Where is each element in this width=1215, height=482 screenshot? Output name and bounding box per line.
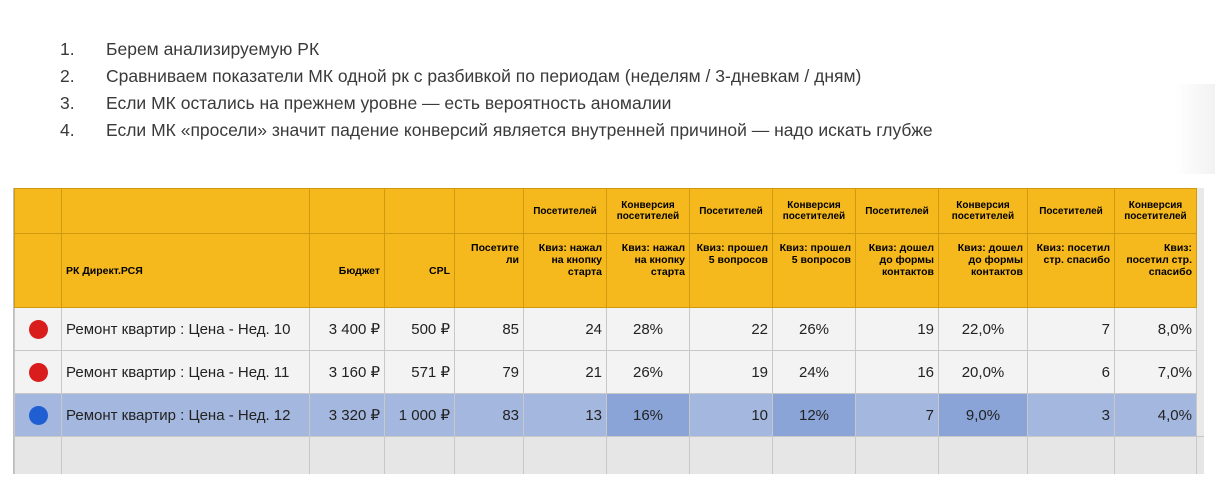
step-number: 1. (60, 39, 75, 59)
step-number: 3. (60, 93, 75, 113)
edge-shadow (1175, 84, 1215, 174)
quiz-five-conversion-cell[interactable]: 26% (772, 307, 856, 351)
group-header-empty (309, 188, 385, 234)
step-text: Сравниваем показатели МК одной рк с разб… (106, 66, 862, 86)
step-item: 1. Берем анализируемую РК (60, 36, 933, 63)
quiz-start-cell[interactable]: 21 (523, 350, 607, 394)
visitors-cell[interactable]: 83 (454, 393, 524, 437)
visitors-cell[interactable]: 79 (454, 350, 524, 394)
quiz-thanks-conversion-cell[interactable]: 4,0% (1114, 393, 1197, 437)
cpl-cell[interactable]: 1 000 ₽ (384, 393, 455, 437)
status-dot-icon (28, 362, 48, 382)
status-cell (14, 350, 62, 394)
campaign-name-cell[interactable]: Ремонт квартир : Цена - Нед. 10 (61, 307, 310, 351)
quiz-five-cell[interactable]: 19 (689, 350, 773, 394)
status-cell (14, 307, 62, 351)
table-row-selected[interactable]: Ремонт квартир : Цена - Нед. 12 3 320 ₽ … (14, 393, 1205, 437)
column-header-row: РК Директ.РСЯ Бюджет CPL Посетите ли Кви… (14, 233, 1205, 308)
quiz-start-cell[interactable]: 24 (523, 307, 607, 351)
group-header-row: Посетителей Конверсия посетителей Посети… (14, 188, 1205, 234)
group-header-visitors: Посетителей (523, 188, 607, 234)
column-header-budget[interactable]: Бюджет (309, 233, 385, 308)
table-row[interactable]: Ремонт квартир : Цена - Нед. 10 3 400 ₽ … (14, 307, 1205, 351)
column-header-visitors[interactable]: Посетите ли (454, 233, 524, 308)
campaign-name-cell[interactable]: Ремонт квартир : Цена - Нед. 12 (61, 393, 310, 437)
quiz-start-cell[interactable]: 13 (523, 393, 607, 437)
quiz-thanks-cell[interactable]: 7 (1027, 307, 1115, 351)
group-header-visitors: Посетителей (689, 188, 773, 234)
group-header-conversion: Конверсия посетителей (772, 188, 856, 234)
step-item: 2. Сравниваем показатели МК одной рк с ра… (60, 63, 933, 90)
status-dot-icon (28, 319, 48, 339)
column-header-campaign[interactable]: РК Директ.РСЯ (61, 233, 310, 308)
column-header-quiz-thanks[interactable]: Квиз: посетил стр. спасибо (1027, 233, 1115, 308)
step-text: Если МК остались на прежнем уровне — ест… (106, 93, 672, 113)
cpl-cell[interactable]: 571 ₽ (384, 350, 455, 394)
quiz-five-conversion-cell[interactable]: 12% (772, 393, 856, 437)
column-header-quiz-five-conversion[interactable]: Квиз: прошел 5 вопросов (772, 233, 856, 308)
quiz-start-conversion-cell[interactable]: 16% (606, 393, 690, 437)
budget-cell[interactable]: 3 400 ₽ (309, 307, 385, 351)
steps-list: 1. Берем анализируемую РК 2. Сравниваем по… (60, 36, 933, 144)
quiz-start-conversion-cell[interactable]: 28% (606, 307, 690, 351)
campaign-name-cell[interactable]: Ремонт квартир : Цена - Нед. 11 (61, 350, 310, 394)
group-header-empty (384, 188, 455, 234)
report-table-container: Посетителей Конверсия посетителей Посети… (13, 188, 1204, 474)
report-table: Посетителей Конверсия посетителей Посети… (14, 188, 1204, 474)
visitors-cell[interactable]: 85 (454, 307, 524, 351)
group-header-conversion: Конверсия посетителей (938, 188, 1028, 234)
quiz-form-conversion-cell[interactable]: 9,0% (938, 393, 1028, 437)
group-header-visitors: Посетителей (855, 188, 939, 234)
column-header-quiz-start-conversion[interactable]: Квиз: нажал на кнопку старта (606, 233, 690, 308)
group-header-visitors: Посетителей (1027, 188, 1115, 234)
quiz-form-conversion-cell[interactable]: 20,0% (938, 350, 1028, 394)
table-row[interactable]: Ремонт квартир : Цена - Нед. 11 3 160 ₽ … (14, 350, 1205, 394)
column-header-quiz-start[interactable]: Квиз: нажал на кнопку старта (523, 233, 607, 308)
quiz-thanks-conversion-cell[interactable]: 8,0% (1114, 307, 1197, 351)
quiz-form-conversion-cell[interactable]: 22,0% (938, 307, 1028, 351)
budget-cell[interactable]: 3 160 ₽ (309, 350, 385, 394)
step-number: 2. (60, 66, 75, 86)
group-header-empty (61, 188, 310, 234)
column-header-quiz-five[interactable]: Квиз: прошел 5 вопросов (689, 233, 773, 308)
step-text: Берем анализируемую РК (106, 39, 320, 59)
group-header-conversion: Конверсия посетителей (1114, 188, 1197, 234)
status-dot-icon (28, 405, 48, 425)
group-header-empty (14, 188, 62, 234)
group-header-empty (454, 188, 524, 234)
step-item: 3. Если МК остались на прежнем уровне — е… (60, 90, 933, 117)
empty-row (14, 436, 1204, 474)
quiz-five-conversion-cell[interactable]: 24% (772, 350, 856, 394)
column-header-quiz-thanks-conversion[interactable]: Квиз: посетил стр. спасибо (1114, 233, 1197, 308)
quiz-five-cell[interactable]: 22 (689, 307, 773, 351)
status-header (14, 233, 62, 308)
column-header-quiz-form-conversion[interactable]: Квиз: дошел до формы контактов (938, 233, 1028, 308)
quiz-form-cell[interactable]: 7 (855, 393, 939, 437)
step-item: 4. Если МК «просели» значит падение конве… (60, 117, 933, 144)
quiz-thanks-cell[interactable]: 3 (1027, 393, 1115, 437)
quiz-start-conversion-cell[interactable]: 26% (606, 350, 690, 394)
column-header-quiz-form[interactable]: Квиз: дошел до формы контактов (855, 233, 939, 308)
budget-cell[interactable]: 3 320 ₽ (309, 393, 385, 437)
quiz-five-cell[interactable]: 10 (689, 393, 773, 437)
cpl-cell[interactable]: 500 ₽ (384, 307, 455, 351)
step-number: 4. (60, 120, 75, 140)
quiz-thanks-cell[interactable]: 6 (1027, 350, 1115, 394)
quiz-thanks-conversion-cell[interactable]: 7,0% (1114, 350, 1197, 394)
status-cell (14, 393, 62, 437)
quiz-form-cell[interactable]: 16 (855, 350, 939, 394)
group-header-conversion: Конверсия посетителей (606, 188, 690, 234)
step-text: Если МК «просели» значит падение конверс… (106, 120, 933, 140)
quiz-form-cell[interactable]: 19 (855, 307, 939, 351)
column-header-cpl[interactable]: CPL (384, 233, 455, 308)
